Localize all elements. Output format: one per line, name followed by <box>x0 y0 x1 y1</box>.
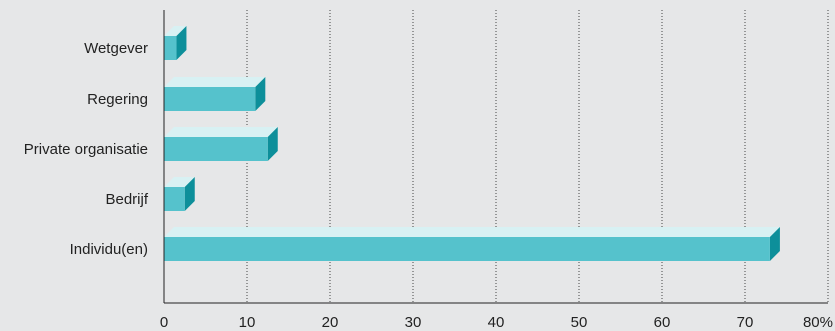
bar <box>164 26 187 60</box>
x-tick-label: 80% <box>803 314 833 331</box>
x-tick-label: 30 <box>405 314 422 331</box>
bar-side-face <box>176 26 187 60</box>
bar-side-face <box>184 177 195 211</box>
x-tick-label: 0 <box>160 314 168 331</box>
x-tick-label: 40 <box>488 314 505 331</box>
x-tick-label: 50 <box>571 314 588 331</box>
grid-lines <box>246 10 829 303</box>
category-label: Regering <box>87 91 148 108</box>
category-labels: Wetgever Regering Private organisatie Bedri… <box>24 40 149 258</box>
bar-front-face <box>164 36 177 60</box>
category-label: Individu(en) <box>70 241 148 258</box>
bar-side-face <box>255 77 266 111</box>
bar-top-face <box>164 77 266 87</box>
bar <box>164 227 780 261</box>
x-tick-label: 20 <box>322 314 339 331</box>
bar-top-face <box>164 26 187 36</box>
x-tick-labels: 0 10 20 30 40 50 60 70 80% <box>160 314 833 331</box>
bar <box>164 127 278 161</box>
bar-front-face <box>164 187 185 211</box>
bar-front-face <box>164 137 268 161</box>
category-label: Private organisatie <box>24 141 148 158</box>
bar-front-face <box>164 87 256 111</box>
bar-front-face <box>164 237 770 261</box>
x-tick-label: 10 <box>239 314 256 331</box>
bar <box>164 177 195 211</box>
bar <box>164 77 266 111</box>
bar-side-face <box>769 227 780 261</box>
bar-top-face <box>164 177 195 187</box>
category-label: Wetgever <box>84 40 148 57</box>
bar-top-face <box>164 227 780 237</box>
x-tick-label: 60 <box>654 314 671 331</box>
bars <box>164 26 780 261</box>
x-tick-label: 70 <box>737 314 754 331</box>
bar-side-face <box>267 127 278 161</box>
bar-top-face <box>164 127 278 137</box>
category-label: Bedrijf <box>105 191 148 208</box>
